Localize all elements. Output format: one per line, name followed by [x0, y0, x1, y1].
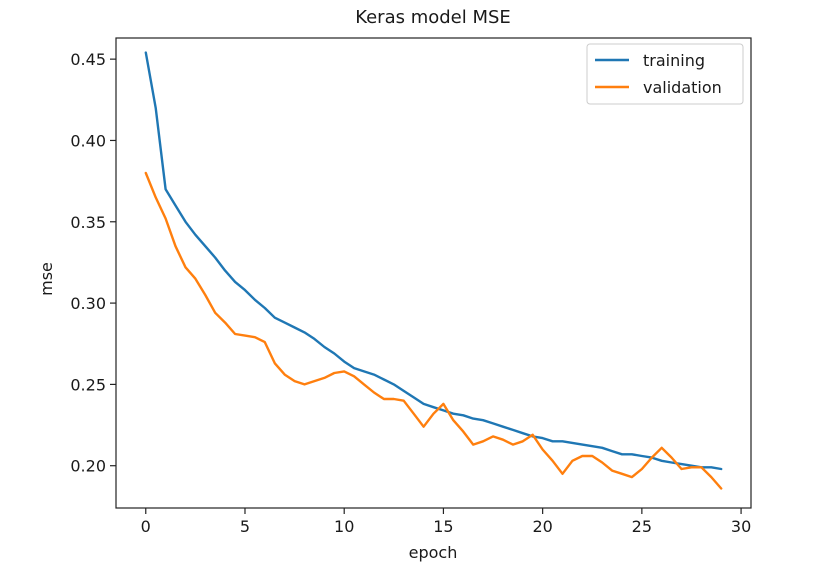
y-tick-label: 0.20: [70, 457, 106, 476]
x-tick-label: 5: [240, 517, 250, 536]
y-tick-label: 0.30: [70, 294, 106, 313]
y-tick-label: 0.45: [70, 50, 106, 69]
legend-label-training: training: [643, 51, 705, 70]
legend-label-validation: validation: [643, 78, 722, 97]
y-axis-label: mse: [37, 262, 56, 296]
x-tick-label: 30: [731, 517, 751, 536]
x-tick-label: 15: [433, 517, 453, 536]
plot-area: 0 5 10 15 20 25 30 0.20 0.25 0.30 0.35 0.40 0.45: [70, 37, 752, 536]
axes-frame: [115, 37, 752, 509]
chart-title: Keras model MSE: [355, 7, 511, 28]
series-line-training: [144, 51, 723, 471]
y-tick-label: 0.25: [70, 375, 106, 394]
x-tick-label: 0: [141, 517, 151, 536]
series-line-validation: [144, 171, 723, 490]
y-tick-label: 0.40: [70, 131, 106, 150]
x-tick-label: 25: [632, 517, 652, 536]
y-tick-label: 0.35: [70, 213, 106, 232]
legend: training validation: [586, 43, 744, 105]
x-axis-label: epoch: [409, 543, 458, 562]
x-tick-label: 10: [334, 517, 354, 536]
x-tick-label: 20: [532, 517, 552, 536]
